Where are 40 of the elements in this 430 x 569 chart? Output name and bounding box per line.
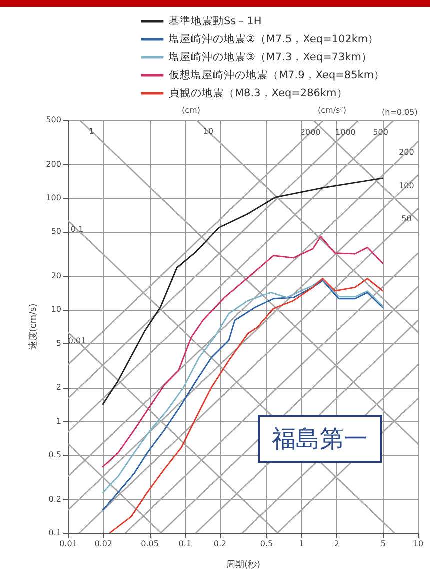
y-tick-label: 500 [46, 116, 62, 124]
legend-label: 仮想塩屋崎沖の地震（M7.9，Xeq=85km） [169, 68, 386, 82]
y-tick-label: 200 [46, 160, 62, 169]
y-tick-label: 0.1 [48, 528, 62, 538]
legend-label: 基準地震動Ss－1H [169, 14, 262, 28]
legend-label: 塩屋崎沖の地震③（M7.3，Xeq=73km） [168, 50, 372, 64]
y-tick-label: 10 [51, 305, 62, 314]
y-tick-label: 0.5 [48, 450, 62, 460]
y-tick-label: 20 [51, 272, 62, 281]
annotation: 100 [399, 181, 414, 190]
x-axis-title: 周期(秒) [226, 560, 261, 569]
text: (h=0.05) [382, 108, 418, 117]
x-tick-label: 0.2 [214, 540, 227, 548]
annotation: 500 [373, 128, 388, 138]
x-tick-label: 0.1 [178, 540, 192, 548]
y-tick-label: 0.2 [48, 494, 62, 504]
legend-label: 塩屋崎沖の地震②（M7.5，Xeq=102km） [168, 32, 380, 46]
x-tick-label: 2 [334, 540, 340, 548]
annotation: 1 [89, 127, 94, 136]
x-tick-label: 10 [413, 540, 424, 548]
y-axis-title: 速度(cm/s) [28, 304, 40, 350]
annotation: 50 [402, 214, 412, 224]
annotation: 200 [399, 148, 414, 157]
y-tick-label: 5 [56, 338, 62, 348]
text: (cm/s²) [318, 106, 347, 115]
y-tick-label: 1 [56, 416, 62, 426]
x-tick-label: 1 [299, 540, 304, 548]
annotation: 10 [203, 127, 214, 136]
x-tick-label: 0.05 [141, 540, 159, 548]
legend-label: 貞観の地震（M8.3，Xeq=286km） [169, 86, 348, 100]
x-tick-label: 5 [380, 540, 386, 548]
annotation: 0.1 [70, 224, 84, 234]
text: (cm) [182, 106, 200, 115]
x-tick-label: 0.01 [60, 540, 78, 548]
y-tick-label: 100 [46, 194, 62, 203]
x-tick-label: 0.02 [94, 540, 113, 548]
y-tick-label: 2 [56, 383, 62, 392]
annotation: 福島第一 [258, 415, 382, 463]
x-tick-label: 0.5 [260, 540, 274, 548]
y-tick-label: 50 [51, 227, 62, 236]
